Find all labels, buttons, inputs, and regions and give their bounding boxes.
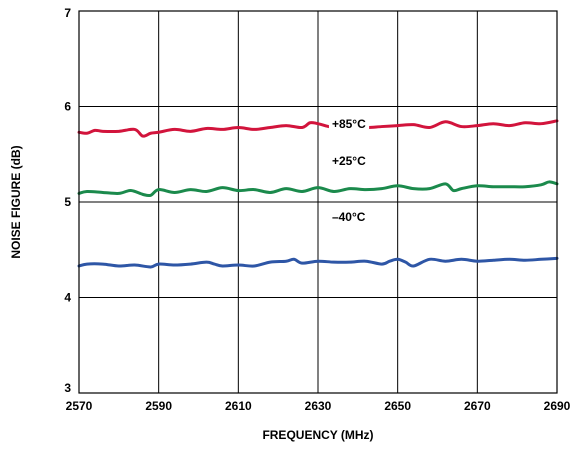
series-label-background [328, 152, 370, 169]
x-tick-label: 2670 [464, 399, 491, 413]
grid-lines [79, 11, 557, 393]
x-axis-title: FREQUENCY (MHz) [262, 428, 373, 442]
series-label-25c: +25°C [328, 152, 370, 169]
series-line-minus40c [77, 256, 559, 269]
series-line-85c [77, 119, 559, 138]
y-tick-label: 4 [64, 291, 71, 305]
x-tick-label: 2570 [66, 399, 93, 413]
plot-frame [78, 10, 558, 394]
series-label-background [328, 115, 370, 132]
series-label-minus40c: –40°C [328, 209, 369, 226]
y-tick-label: 6 [64, 100, 71, 114]
x-tick-labels: 2570 2590 2610 2630 2650 2670 2690 [66, 399, 571, 413]
x-tick-label: 2610 [225, 399, 252, 413]
series-label-background [328, 209, 369, 226]
series-label-text: +25°C [332, 154, 366, 168]
x-tick-label: 2590 [145, 399, 172, 413]
series-label-85c: +85°C [328, 115, 370, 132]
x-tick-label: 2690 [544, 399, 571, 413]
y-axis-title: NOISE FIGURE (dB) [9, 145, 23, 258]
x-tick-label: 2630 [305, 399, 332, 413]
y-tick-label: 3 [64, 381, 71, 395]
y-tick-label: 5 [64, 195, 71, 209]
y-tick-labels: 3 4 5 6 7 [64, 6, 71, 395]
x-tick-label: 2650 [384, 399, 411, 413]
series-label-text: +85°C [332, 117, 366, 131]
series-line-25c [77, 180, 559, 198]
series-label-text: –40°C [332, 210, 366, 224]
series-lines [77, 119, 559, 269]
y-tick-label: 7 [64, 6, 71, 20]
series-labels: +85°C +25°C –40°C [328, 115, 370, 226]
